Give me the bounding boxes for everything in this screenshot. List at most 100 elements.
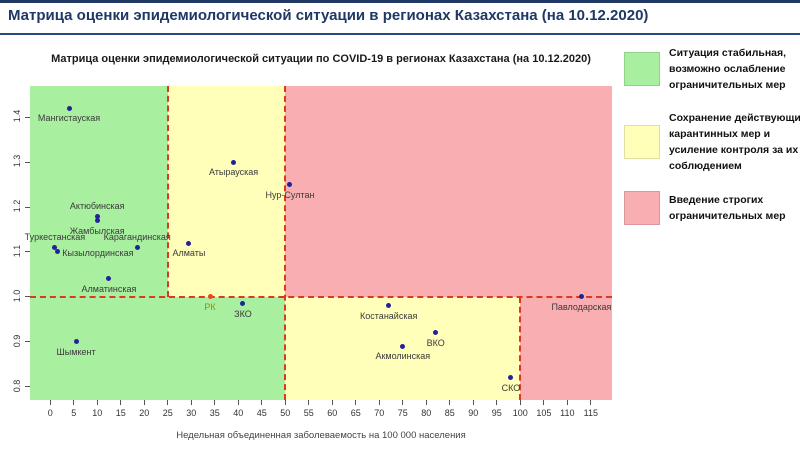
x-axis-tick-label: 80 [421,408,432,418]
threshold-line-h [30,295,612,298]
point-label: Павлодарская [551,301,612,312]
x-axis-tick-label: 10 [92,408,103,418]
x-axis-tick-label: 45 [256,408,267,418]
point-label: Актюбинская [69,201,125,211]
x-axis-label: Недельная объединенная заболеваемость на… [176,430,466,441]
x-axis-tick-label: 90 [468,408,479,418]
page-title: Матрица оценки эпидемиологической ситуац… [8,7,649,24]
data-point [134,244,140,250]
x-axis-tick [519,400,521,405]
x-axis-tick-label: 15 [115,408,126,418]
legend-swatch [624,52,660,86]
y-axis-tick [25,251,30,253]
x-axis-tick [167,400,169,405]
title-underline [0,33,800,35]
x-axis-tick-label: 40 [233,408,244,418]
x-axis-tick [308,400,310,405]
x-axis-tick-label: 60 [327,408,338,418]
legend-item: Ситуация стабильная, возможно ослабление о… [624,45,786,93]
legend-label: Введение строгих ограничительных мер [669,194,786,222]
x-axis-tick-label: 100 [512,408,528,418]
x-axis-tick [378,400,380,405]
point-label: Алматы [172,248,206,258]
x-axis-tick [190,400,192,405]
point-label: Атырауская [208,167,259,178]
x-axis-tick [590,400,592,405]
threshold-line-v [519,296,522,400]
legend-swatch [624,191,660,225]
x-axis-tick-label: 85 [444,408,455,418]
x-axis-tick [49,400,51,405]
zone-pink-upper [285,86,612,297]
x-axis-tick [331,400,333,405]
x-axis-tick-label: 50 [280,408,291,418]
y-axis-tick-label: 1.0 [12,289,22,303]
plot-area: 0 5 10 15 20 25 30 35 40 45 50 55 60 65 70 75 80 85 90 95 10… [12,86,612,418]
point-label: Карагандинская [103,232,171,243]
y-axis-tick [25,116,30,118]
data-point [433,330,439,336]
x-axis-tick [214,400,216,405]
y-axis-tick [25,341,30,343]
point-label: ЗКО [234,308,252,319]
x-axis-tick [425,400,427,405]
point-label: Акмолинская [375,351,431,362]
x-axis-tick [355,400,357,405]
data-point [207,294,213,300]
x-axis-tick-label: 20 [139,408,150,418]
chart-title: Матрица оценки эпидемиологической ситуац… [51,53,591,65]
x-axis-tick [96,400,98,405]
x-axis-tick [120,400,122,405]
point-label: СКО [501,382,521,393]
zone-green-lower [30,296,286,400]
x-axis-tick [496,400,498,405]
data-point [386,303,392,309]
data-point [73,339,79,345]
data-point [94,213,100,219]
x-axis-tick-label: 75 [397,408,408,418]
x-axis-tick-label: 25 [162,408,173,418]
x-axis-tick-label: 0 [47,408,53,418]
x-axis-tick [261,400,263,405]
y-axis-tick-label: 1.1 [12,244,22,258]
point-label: Жамбылская [69,225,125,236]
x-axis-tick-label: 105 [536,408,552,418]
x-axis-tick [73,400,75,405]
x-axis-tick [566,400,568,405]
y-axis-tick [25,386,30,388]
legend-swatch [624,125,660,159]
data-point [186,240,192,246]
x-axis-tick-label: 5 [71,408,77,418]
x-axis-tick-label: 30 [186,408,197,418]
y-axis-tick [25,161,30,163]
x-axis-tick [449,400,451,405]
x-axis-tick-label: 70 [374,408,385,418]
data-point [240,301,246,307]
zone-green-upper [30,86,168,297]
x-axis-tick-label: 95 [491,408,502,418]
point-label: РК [204,301,216,312]
point-label: ВКО [426,337,445,348]
point-label: Туркестанская [24,232,86,243]
y-axis-tick [25,296,30,298]
data-point [231,159,237,165]
data-point [106,276,112,282]
y-axis-tick-label: 0.9 [12,334,22,348]
data-point [94,218,100,223]
y-axis-tick-label: 1.4 [12,109,22,123]
y-axis-tick [25,206,30,208]
x-axis-tick [284,400,286,405]
top-border-line [0,0,800,3]
x-axis-tick-label: 55 [303,408,314,418]
point-label: Кызылординская [62,247,134,258]
data-point [52,244,58,250]
point-label: Шымкент [56,346,96,357]
threshold-line-v [166,86,169,297]
x-axis-tick [402,400,404,405]
y-axis-tick-label: 1.2 [12,199,22,213]
x-axis-tick [543,400,545,405]
point-label: Нур-Султан [265,189,315,200]
legend-label: Ситуация стабильная, возможно ослабление о… [669,47,787,91]
